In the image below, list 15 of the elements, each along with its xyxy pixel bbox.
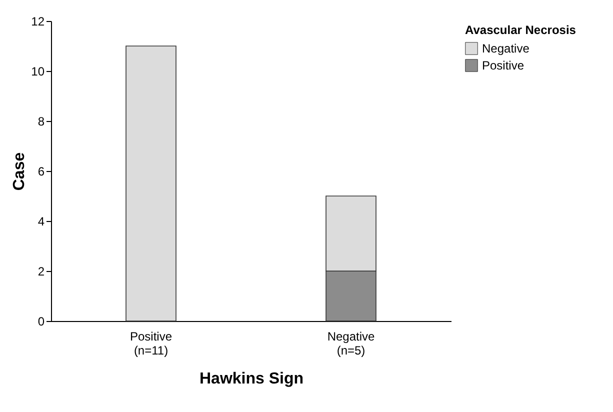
- legend-title: Avascular Necrosis: [465, 23, 576, 37]
- y-tick-label: 12: [31, 14, 45, 28]
- x-tick-label: Negative (n=5): [327, 330, 375, 358]
- y-tick-label: 2: [38, 264, 45, 278]
- y-tick-label: 6: [38, 164, 45, 178]
- y-axis-title: Case: [11, 152, 28, 191]
- legend-label: Negative: [482, 42, 530, 56]
- bar: [126, 46, 176, 322]
- y-tick-label: 4: [38, 214, 45, 228]
- x-axis-title: Hawkins Sign: [199, 370, 304, 388]
- y-tick-label: 10: [31, 64, 45, 78]
- y-tick-label: 8: [38, 114, 45, 128]
- x-tick-label: Positive (n=11): [130, 330, 172, 358]
- y-tick-label: 0: [38, 314, 45, 328]
- legend-label: Positive: [482, 58, 524, 72]
